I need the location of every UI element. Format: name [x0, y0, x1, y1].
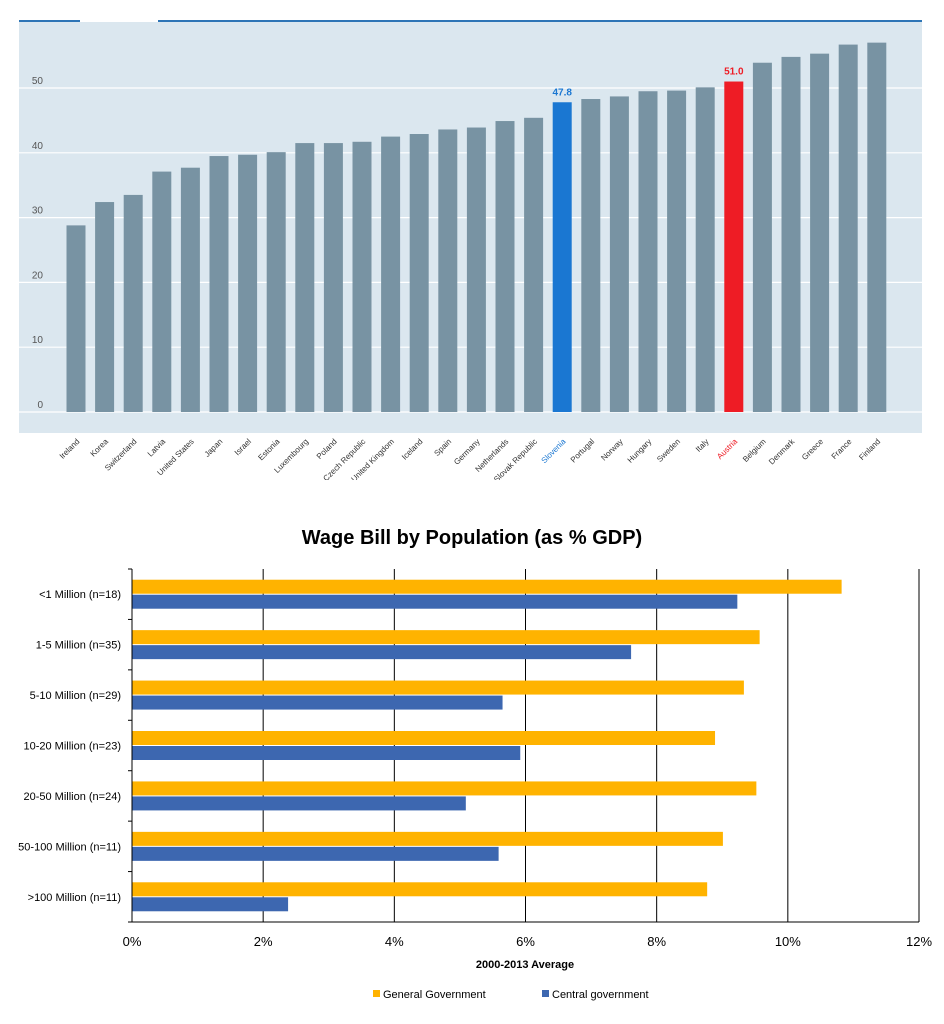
category-label: >100 Million (n=11)	[28, 892, 121, 904]
bar-central-government-10-20-million-n-23	[132, 746, 521, 760]
bar-central-government-1-million-n-18	[132, 594, 738, 609]
top-y-tick-label: 30	[32, 206, 44, 217]
bar-general-government-5-10-million-n-29	[132, 680, 744, 695]
chart-panel-top-highlight	[80, 20, 158, 22]
bar-slovak-republic	[524, 117, 544, 413]
bar-central-government-1-5-million-n-35	[132, 645, 632, 660]
bar-netherlands	[495, 121, 515, 412]
legend-label-general-government: General Government	[383, 989, 486, 1001]
top-y-tick-label: 0	[37, 400, 43, 411]
category-label: 5-10 Million (n=29)	[30, 690, 121, 702]
bar-ireland	[66, 225, 86, 412]
bar-germany	[466, 127, 486, 412]
bar-portugal	[581, 99, 601, 413]
x-tick-label: 4%	[385, 934, 404, 949]
category-label: 20-50 Million (n=24)	[23, 791, 121, 803]
data-label-austria: 51.0	[724, 67, 744, 78]
bar-czech-republic	[352, 141, 372, 412]
bar-united-states	[180, 167, 200, 412]
bar-general-government-10-20-million-n-23	[132, 731, 716, 745]
bar-austria	[724, 81, 744, 413]
category-label: 50-100 Million (n=11)	[18, 841, 121, 853]
x-tick-label: 2%	[254, 934, 273, 949]
bar-spain	[438, 129, 458, 413]
x-axis-label: 2000-2013 Average	[476, 959, 574, 971]
bar-france	[838, 44, 858, 413]
bar-estonia	[266, 152, 286, 413]
data-label-slovenia: 47.8	[552, 87, 572, 98]
legend-swatch-central-government	[542, 990, 549, 997]
top-y-tick-label: 20	[32, 270, 44, 281]
x-tick-label: 8%	[647, 934, 666, 949]
bar-united-kingdom	[381, 136, 401, 412]
top-y-tick-label: 50	[32, 76, 44, 87]
bar-italy	[695, 87, 715, 413]
bar-central-government-100-million-n-11	[132, 897, 289, 912]
legend: General Government Central government	[373, 989, 649, 1001]
bar-general-government-1-million-n-18	[132, 579, 842, 594]
bar-norway	[609, 96, 629, 412]
chart-title: Wage Bill by Population (as % GDP)	[302, 527, 642, 549]
category-label: 1-5 Million (n=35)	[36, 640, 121, 652]
category-label: 10-20 Million (n=23)	[23, 741, 121, 753]
bar-central-government-20-50-million-n-24	[132, 796, 466, 811]
x-tick-label: 10%	[775, 934, 801, 949]
bar-greece	[810, 53, 830, 412]
bar-japan	[209, 156, 229, 412]
bar-israel	[238, 154, 258, 412]
bar-iceland	[409, 134, 429, 412]
bar-central-government-50-100-million-n-11	[132, 846, 499, 861]
bar-poland	[323, 143, 343, 412]
top-y-tick-label: 10	[32, 335, 44, 346]
bar-korea	[95, 202, 115, 412]
bar-general-government-100-million-n-11	[132, 882, 708, 897]
bar-general-government-1-5-million-n-35	[132, 630, 760, 645]
x-tick-label: 0%	[123, 934, 142, 949]
bar-finland	[867, 42, 887, 412]
bar-central-government-5-10-million-n-29	[132, 695, 503, 710]
bar-general-government-20-50-million-n-24	[132, 781, 757, 796]
bar-latvia	[152, 171, 172, 412]
top-y-tick-label: 40	[32, 141, 44, 152]
bar-denmark	[781, 56, 801, 413]
legend-label-central-government: Central government	[552, 989, 649, 1001]
x-tick-label: 12%	[906, 934, 932, 949]
x-tick-label: 6%	[516, 934, 535, 949]
bar-hungary	[638, 91, 658, 413]
chart-panel-top-line	[19, 20, 922, 22]
bar-switzerland	[123, 194, 143, 412]
category-label: <1 Million (n=18)	[39, 589, 121, 601]
bar-luxembourg	[295, 143, 315, 412]
bar-sweden	[667, 90, 687, 412]
bar-belgium	[752, 62, 772, 413]
legend-swatch-general-government	[373, 990, 380, 997]
bar-slovenia	[552, 102, 572, 413]
bar-general-government-50-100-million-n-11	[132, 831, 723, 846]
